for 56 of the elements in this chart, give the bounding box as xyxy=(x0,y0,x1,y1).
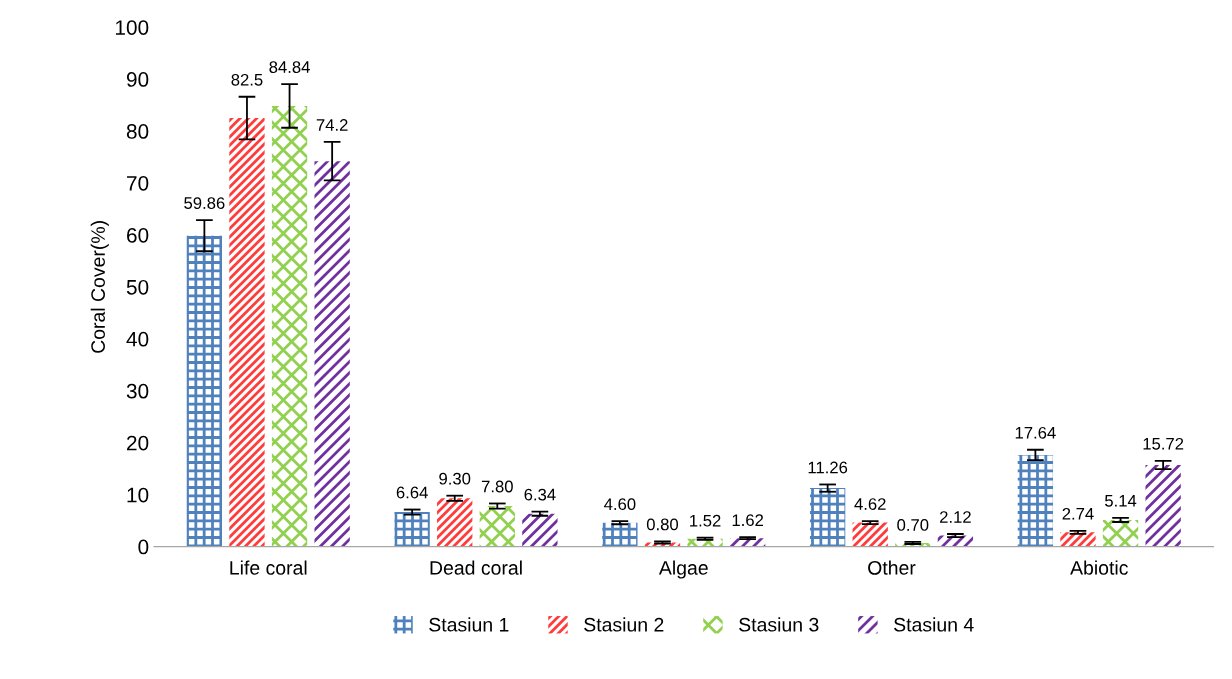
legend-label: Stasiun 1 xyxy=(429,617,509,632)
bar xyxy=(1060,532,1096,547)
bar xyxy=(602,522,638,547)
data-label: 59.86 xyxy=(184,197,225,209)
y-tick-label: 10 xyxy=(127,487,149,503)
data-label: 0.80 xyxy=(646,518,679,531)
bar xyxy=(394,512,430,547)
data-label: 15.72 xyxy=(1143,437,1184,450)
data-label: 0.70 xyxy=(897,519,929,531)
data-label: 2.74 xyxy=(1062,507,1094,520)
bar xyxy=(479,506,515,547)
data-label: 1.52 xyxy=(690,514,721,527)
bar xyxy=(314,161,350,547)
legend-label: Stasiun 2 xyxy=(584,617,664,632)
x-tick-label: Algae xyxy=(658,560,708,579)
bar xyxy=(852,522,888,547)
y-tick-label: 30 xyxy=(126,383,149,399)
data-label: 82.5 xyxy=(231,73,263,86)
y-tick-label: 100 xyxy=(115,20,149,35)
data-label: 6.34 xyxy=(524,488,556,501)
y-axis-title: Coral Cover(%) xyxy=(90,221,109,353)
x-tick-label: Life coral xyxy=(230,560,307,575)
y-tick-label: 70 xyxy=(127,175,149,191)
x-tick-label: Dead coral xyxy=(430,560,522,575)
data-label: 4.60 xyxy=(604,498,636,511)
data-label: 11.26 xyxy=(808,461,848,474)
bar xyxy=(229,118,265,547)
y-tick-label: 90 xyxy=(126,72,149,87)
x-tick-label: Abiotic xyxy=(1070,560,1128,575)
y-tick-label: 40 xyxy=(126,331,149,347)
bar xyxy=(522,513,558,547)
bar xyxy=(186,235,223,547)
y-tick-label: 80 xyxy=(126,124,149,139)
y-tick-label: 50 xyxy=(126,279,149,295)
data-label: 6.64 xyxy=(396,486,428,499)
data-label: 9.30 xyxy=(439,472,471,485)
data-label: 1.62 xyxy=(732,514,764,527)
bar xyxy=(1145,464,1181,547)
legend-label: Stasiun 3 xyxy=(739,617,819,632)
data-label: 5.14 xyxy=(1105,495,1137,507)
x-tick-label: Other xyxy=(868,560,916,575)
data-label: 2.12 xyxy=(940,511,971,523)
legend-label: Stasiun 4 xyxy=(894,617,974,632)
bar xyxy=(271,105,308,547)
data-label: 74.2 xyxy=(316,119,348,131)
y-tick-label: 20 xyxy=(127,435,149,451)
bar xyxy=(437,498,473,547)
data-label: 7.80 xyxy=(481,480,513,493)
y-tick-label: 0 xyxy=(138,539,149,555)
bar xyxy=(1102,519,1139,547)
bar xyxy=(809,488,846,547)
bar xyxy=(1017,454,1054,547)
data-label: 4.62 xyxy=(854,498,886,510)
y-tick-label: 60 xyxy=(127,227,149,243)
data-label: 84.84 xyxy=(269,61,310,73)
data-label: 17.64 xyxy=(1015,426,1056,439)
